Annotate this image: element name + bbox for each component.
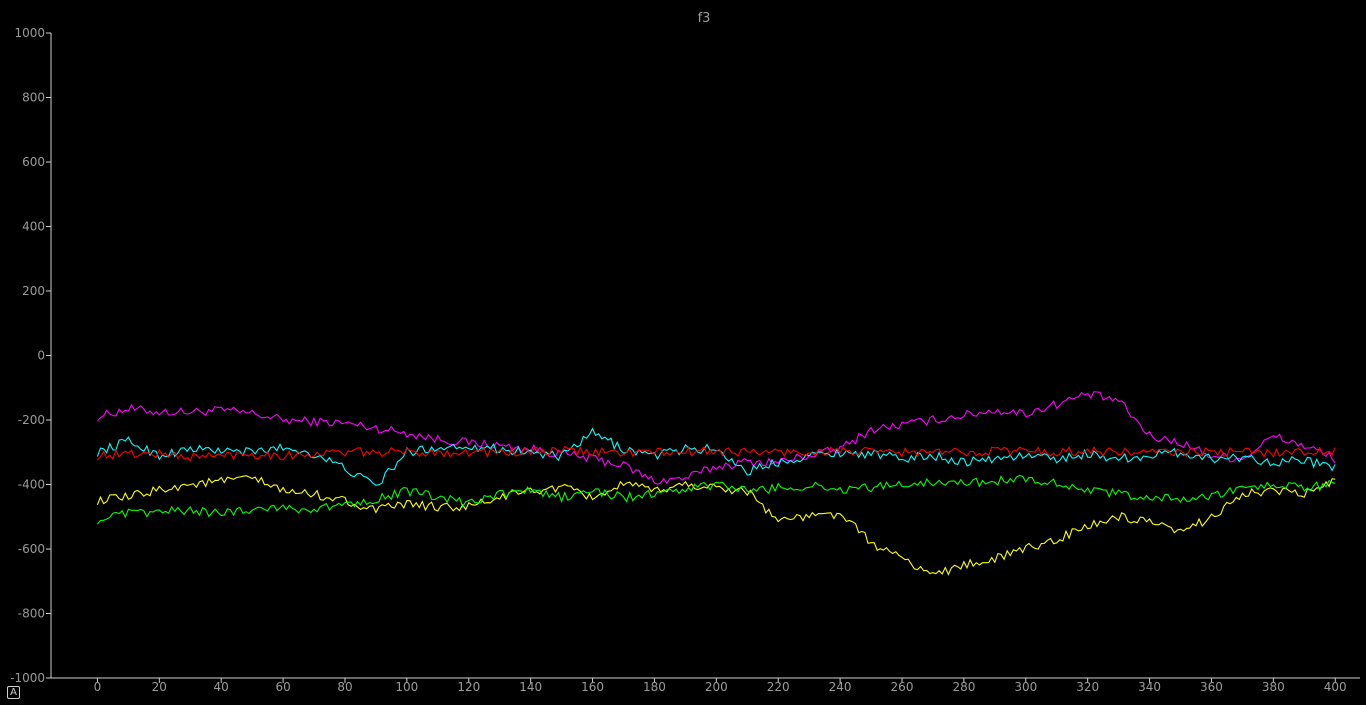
- series-line-2: [96, 427, 1336, 486]
- x-tick-label: 80: [337, 680, 352, 694]
- series-line-4: [96, 475, 1336, 576]
- y-tick-label: 0: [37, 349, 45, 363]
- x-tick-label: 240: [829, 680, 852, 694]
- x-tick-label: 120: [457, 680, 480, 694]
- x-tick-label: 400: [1324, 680, 1347, 694]
- y-tick-label: 400: [22, 220, 45, 234]
- chart-title: f3: [698, 11, 711, 26]
- y-tick-label: 800: [22, 91, 45, 105]
- x-tick-label: 200: [705, 680, 728, 694]
- series-line-1: [96, 391, 1336, 485]
- y-tick-label: -600: [18, 542, 45, 556]
- x-tick-label: 40: [214, 680, 229, 694]
- x-tick-label: 380: [1262, 680, 1285, 694]
- series-line-3: [97, 445, 1336, 462]
- y-tick-label: 600: [22, 155, 45, 169]
- x-axis-ticks: 0 20 40 60 80 100 120 140 160 180 200 220 240 260 280 3…: [94, 678, 1347, 694]
- x-tick-label: 20: [152, 680, 167, 694]
- y-tick-label: -200: [18, 413, 45, 427]
- x-tick-label: 100: [395, 680, 418, 694]
- x-tick-label: 220: [767, 680, 790, 694]
- y-tick-label: -1000: [10, 671, 45, 685]
- x-tick-label: 320: [1076, 680, 1099, 694]
- x-tick-label: 180: [643, 680, 666, 694]
- autoscale-button[interactable]: A: [7, 686, 20, 699]
- series-lines: [96, 391, 1336, 576]
- x-tick-label: 360: [1200, 680, 1223, 694]
- y-axis-ticks: 1000 800 600 400 200 0 -200 -400 -600 -800 -1000: [10, 26, 51, 685]
- x-tick-label: 160: [581, 680, 604, 694]
- x-tick-label: 140: [519, 680, 542, 694]
- series-line-5: [96, 474, 1336, 525]
- x-tick-label: 340: [1138, 680, 1161, 694]
- y-tick-label: 1000: [14, 26, 45, 40]
- y-tick-label: -800: [18, 607, 45, 621]
- x-tick-label: 60: [275, 680, 290, 694]
- x-tick-label: 300: [1014, 680, 1037, 694]
- x-tick-label: 280: [952, 680, 975, 694]
- y-tick-label: -400: [18, 478, 45, 492]
- y-tick-label: 200: [22, 284, 45, 298]
- x-tick-label: 260: [891, 680, 914, 694]
- x-tick-label: 0: [94, 680, 102, 694]
